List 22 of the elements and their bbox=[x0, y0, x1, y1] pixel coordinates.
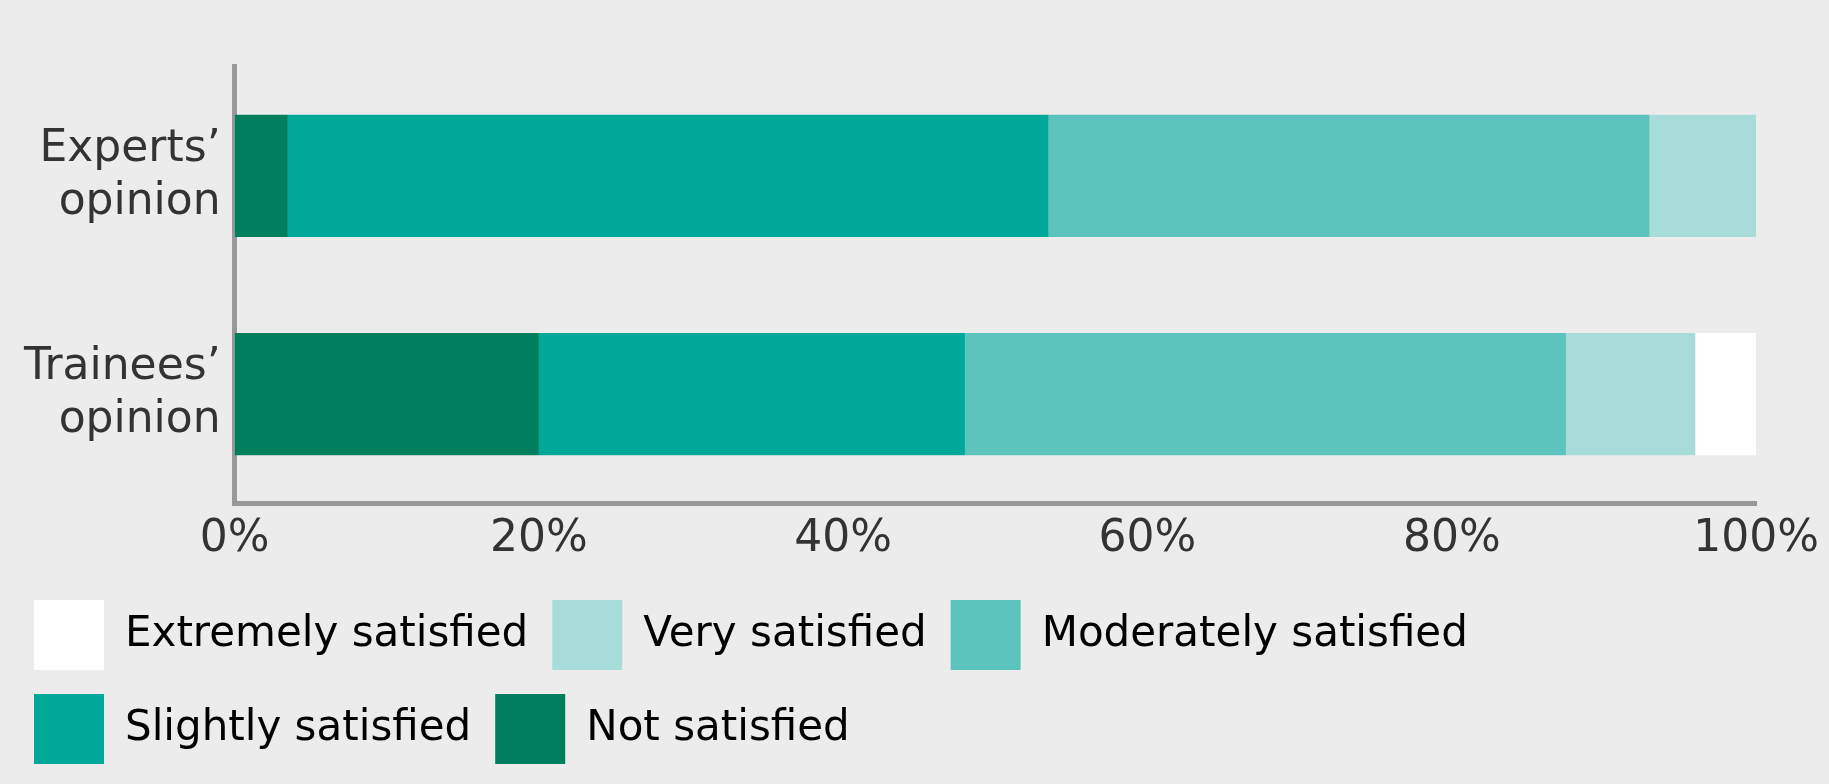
bar bbox=[1048, 114, 1650, 237]
bar bbox=[538, 333, 965, 456]
y-tick-label: Experts’ opinion bbox=[39, 119, 221, 224]
bar bbox=[287, 114, 1049, 237]
x-tick-label: 80% bbox=[1402, 510, 1501, 562]
x-tick-label: 40% bbox=[794, 510, 893, 562]
legend-label: Slightly satisfied bbox=[125, 700, 472, 750]
x-tick-label: 20% bbox=[490, 510, 588, 562]
bar bbox=[234, 333, 539, 456]
bar bbox=[1565, 333, 1696, 456]
y-tick-label: Trainees’ opinion bbox=[23, 338, 221, 442]
x-tick-label: 60% bbox=[1098, 510, 1197, 562]
legend-label: Moderately satisfied bbox=[1041, 606, 1468, 656]
bar bbox=[964, 333, 1566, 456]
x-tick-label: 0% bbox=[199, 510, 270, 562]
legend-label: Not satisfied bbox=[586, 700, 850, 750]
bar bbox=[1695, 333, 1757, 456]
bar bbox=[234, 114, 288, 237]
bar bbox=[1649, 114, 1757, 237]
x-tick-label: 100% bbox=[1693, 510, 1819, 562]
legend-label: Very satisfied bbox=[643, 606, 927, 656]
legend-label: Extremely satisfied bbox=[125, 606, 529, 656]
